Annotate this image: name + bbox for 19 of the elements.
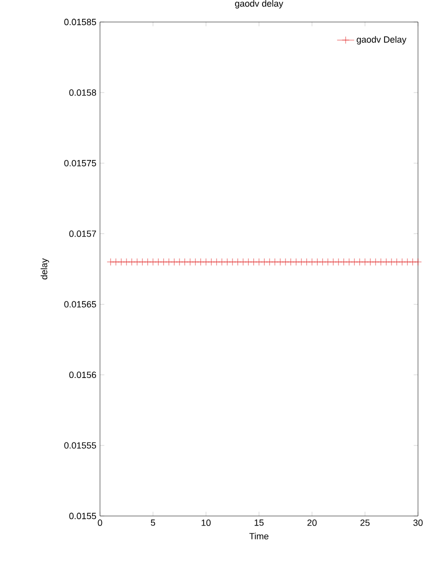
x-tick-label: 5 [150, 520, 156, 526]
y-tick-label: 0.0157 [69, 230, 96, 237]
x-tick-label: 25 [360, 520, 370, 526]
y-tick-label: 0.0158 [69, 89, 96, 96]
y-tick-label: 0.01565 [64, 301, 96, 308]
x-tick-label: 30 [413, 520, 423, 526]
legend-label: gaodv Delay [356, 36, 406, 44]
x-axis-title: Time [249, 532, 268, 540]
y-tick-label: 0.0156 [69, 372, 96, 378]
x-tick-label: 20 [307, 520, 317, 526]
x-tick-label: 0 [98, 520, 102, 526]
y-tick-label: 0.01555 [64, 442, 96, 449]
y-tick-label: 0.01585 [64, 18, 96, 26]
y-tick-label: 0.01575 [64, 160, 96, 166]
x-tick-label: 15 [254, 520, 264, 526]
y-axis-title: delay [40, 258, 50, 280]
x-tick-label: 10 [202, 520, 211, 526]
y-tick-label: 0.0155 [69, 512, 96, 520]
chart-title: gaodv delay [235, 0, 284, 8]
